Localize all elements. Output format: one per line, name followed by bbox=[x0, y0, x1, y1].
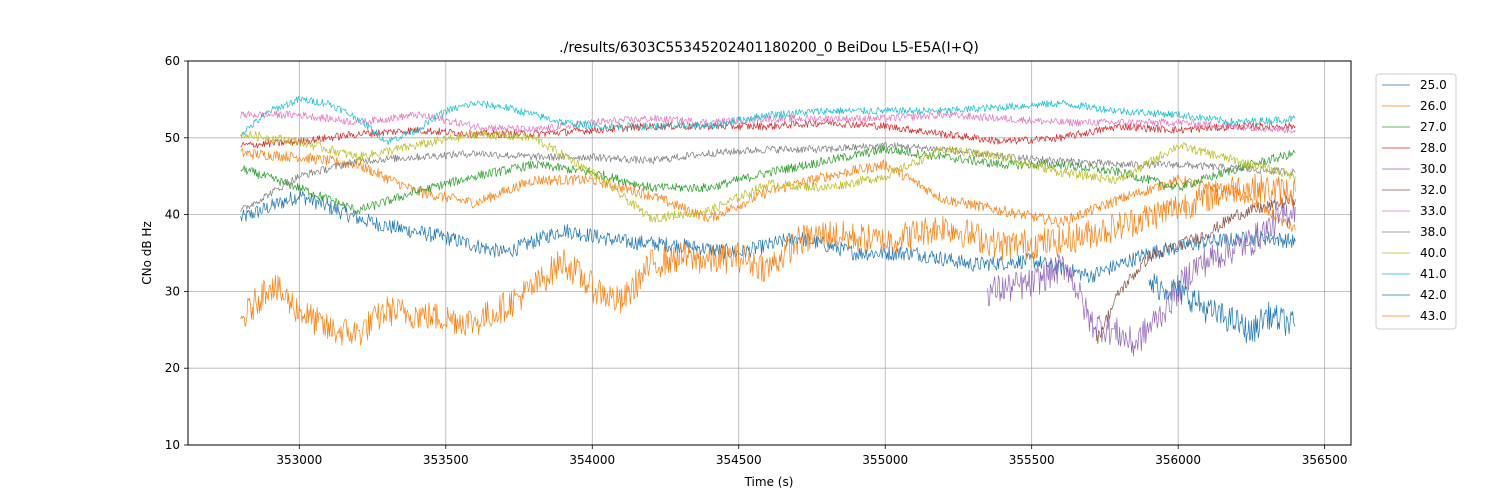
legend-label: 33.0 bbox=[1420, 204, 1447, 218]
x-axis: 353000 353500 354000 354500 355000 355500 3560… bbox=[276, 445, 1348, 467]
y-axis: 10 20 30 40 50 60 bbox=[165, 54, 188, 452]
y-tick-label: 20 bbox=[165, 361, 180, 375]
x-tick-label: 354000 bbox=[569, 453, 615, 467]
legend-label: 38.0 bbox=[1420, 225, 1447, 239]
y-tick-label: 50 bbox=[165, 131, 180, 145]
series-layer bbox=[240, 96, 1296, 357]
x-tick-label: 356000 bbox=[1155, 453, 1201, 467]
series-line-32-0 bbox=[1095, 194, 1296, 345]
y-axis-label: CNo dB Hz bbox=[140, 221, 154, 285]
series-line-30-0 bbox=[987, 199, 1296, 357]
legend-box bbox=[1375, 73, 1457, 330]
legend-label: 28.0 bbox=[1420, 141, 1447, 155]
series-line-25-0 bbox=[240, 190, 1296, 283]
series-line-26-0 bbox=[240, 148, 1296, 233]
x-tick-label: 354500 bbox=[716, 453, 762, 467]
y-tick-label: 40 bbox=[165, 208, 180, 222]
x-tick-label: 355000 bbox=[862, 453, 908, 467]
series-line-27-0 bbox=[240, 145, 1296, 215]
legend-label: 32.0 bbox=[1420, 183, 1447, 197]
series-line-43-0 bbox=[240, 173, 1296, 346]
legend-label: 43.0 bbox=[1420, 309, 1447, 323]
x-tick-label: 355500 bbox=[1009, 453, 1055, 467]
x-axis-label: Time (s) bbox=[744, 475, 794, 489]
legend-label: 25.0 bbox=[1420, 78, 1447, 92]
legend: 25.0 26.0 27.0 28.0 30.0 32.0 33.0 38.0 40.0 41.0… bbox=[1375, 73, 1457, 330]
y-tick-label: 60 bbox=[165, 54, 180, 68]
legend-label: 40.0 bbox=[1420, 246, 1447, 260]
legend-label: 41.0 bbox=[1420, 267, 1447, 281]
series-line-40-0 bbox=[240, 130, 1296, 223]
legend-label: 27.0 bbox=[1420, 120, 1447, 134]
y-tick-label: 10 bbox=[165, 438, 180, 452]
series-line-38-0 bbox=[240, 141, 1296, 212]
plot-frame bbox=[187, 60, 1352, 446]
series-line-42-0 bbox=[1148, 273, 1296, 344]
x-tick-label: 353500 bbox=[423, 453, 469, 467]
legend-label: 26.0 bbox=[1420, 99, 1447, 113]
series-line-41-0 bbox=[240, 96, 1296, 146]
chart-title: ./results/6303C55345202401180200_0 BeiDo… bbox=[559, 40, 979, 56]
x-tick-label: 353000 bbox=[276, 453, 322, 467]
y-tick-label: 30 bbox=[165, 284, 180, 298]
legend-label: 42.0 bbox=[1420, 288, 1447, 302]
x-tick-label: 356500 bbox=[1302, 453, 1348, 467]
legend-label: 30.0 bbox=[1420, 162, 1447, 176]
